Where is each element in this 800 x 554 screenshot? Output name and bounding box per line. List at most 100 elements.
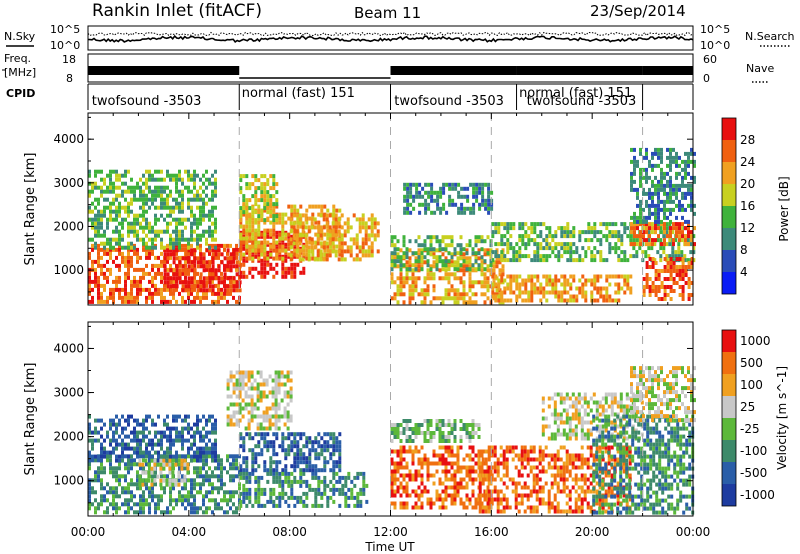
range-gate-cell [617, 238, 621, 243]
range-gate-cell [121, 255, 124, 260]
range-gate-cell [269, 464, 273, 469]
range-gate-cell [138, 458, 142, 463]
range-gate-cell [669, 155, 672, 160]
range-gate-cell [97, 197, 100, 202]
range-gate-cell [190, 213, 193, 218]
range-gate-cell [178, 280, 182, 285]
range-gate-cell [97, 287, 100, 292]
range-gate-cell [329, 432, 333, 437]
range-gate-cell [296, 262, 300, 267]
range-gate-cell [648, 207, 651, 212]
range-gate-cell [139, 291, 142, 296]
range-gate-cell [266, 190, 270, 195]
range-gate-cell [118, 233, 121, 238]
range-gate-cell [648, 159, 651, 164]
range-gate-cell [112, 181, 115, 186]
range-gate-cell [447, 296, 451, 301]
range-gate-cell [151, 291, 154, 296]
range-gate-cell [109, 295, 112, 300]
range-gate-cell [154, 197, 157, 202]
range-gate-cell [266, 240, 270, 245]
range-gate-cell [115, 287, 118, 292]
range-gate-cell [296, 224, 300, 229]
range-gate-cell [109, 185, 112, 190]
range-gate-cell [154, 185, 157, 190]
range-gate-cell [193, 466, 196, 471]
range-gate-cell [187, 446, 190, 451]
range-gate-cell [88, 426, 91, 431]
range-gate-cell [193, 458, 196, 463]
range-gate-cell [127, 462, 130, 467]
range-gate-cell [353, 475, 357, 480]
range-gate-cell [202, 478, 205, 483]
range-gate-cell [214, 189, 217, 194]
range-gate-cell [162, 478, 166, 483]
range-gate-cell [118, 247, 121, 252]
range-gate-cell [187, 291, 190, 296]
range-gate-cell [636, 215, 639, 220]
range-gate-cell [444, 288, 448, 293]
range-gate-cell [669, 297, 673, 301]
range-gate-cell [247, 422, 251, 427]
range-gate-cell [226, 260, 230, 265]
range-gate-cell [689, 242, 693, 247]
range-gate-cell [605, 226, 609, 231]
range-gate-cell [181, 264, 185, 269]
range-gate-cell [166, 299, 169, 304]
range-gate-cell [199, 280, 203, 285]
range-gate-cell [491, 274, 495, 279]
range-gate-cell [124, 245, 127, 250]
range-gate-cell [88, 462, 91, 467]
range-gate-cell [208, 197, 211, 202]
range-gate-cell [274, 410, 278, 415]
range-gate-cell [289, 221, 293, 226]
range-gate-cell [183, 482, 187, 487]
range-gate-cell [242, 436, 246, 441]
range-gate-cell [338, 456, 342, 461]
range-gate-cell [217, 268, 221, 273]
range-gate-cell [530, 226, 534, 231]
range-gate-cell [569, 230, 573, 235]
range-gate-cell [106, 259, 109, 264]
range-gate-cell [406, 182, 410, 187]
range-gate-cell [277, 406, 281, 411]
range-gate-cell [260, 491, 264, 496]
range-gate-cell [199, 177, 202, 182]
range-gate-cell [118, 205, 121, 210]
range-gate-cell [157, 205, 160, 210]
range-gate-cell [283, 422, 287, 427]
range-gate-cell [139, 279, 142, 284]
range-gate-cell [263, 248, 267, 253]
range-gate-cell [160, 271, 163, 276]
range-gate-cell [320, 436, 324, 441]
range-gate-cell [248, 238, 252, 243]
range-gate-cell [142, 494, 145, 499]
range-gate-cell [650, 246, 654, 251]
range-gate-cell [444, 268, 448, 273]
range-gate-cell [584, 254, 588, 259]
range-gate-cell [500, 298, 504, 303]
range-gate-cell [112, 418, 115, 423]
range-gate-cell [166, 225, 169, 230]
nsky-line [87, 34, 694, 43]
range-gate-cell [175, 458, 178, 463]
range-gate-cell [320, 444, 324, 449]
range-gate-cell [229, 466, 232, 471]
range-gate-cell [199, 458, 202, 463]
range-gate-cell [254, 432, 258, 437]
range-gate-cell [417, 252, 421, 257]
range-gate-cell [666, 191, 669, 196]
range-gate-cell [399, 248, 403, 253]
range-gate-cell [486, 288, 490, 293]
range-gate-cell [130, 462, 133, 467]
range-gate-cell [166, 506, 169, 511]
range-gate-cell [208, 466, 211, 471]
range-gate-cell [471, 251, 475, 256]
range-gate-cell [266, 250, 270, 255]
range-gate-cell [154, 275, 157, 280]
range-gate-cell [242, 471, 246, 476]
range-gate-cell [271, 402, 275, 407]
range-gate-cell [362, 479, 366, 484]
range-gate-cell [542, 294, 546, 299]
range-gate-cell [293, 444, 297, 449]
